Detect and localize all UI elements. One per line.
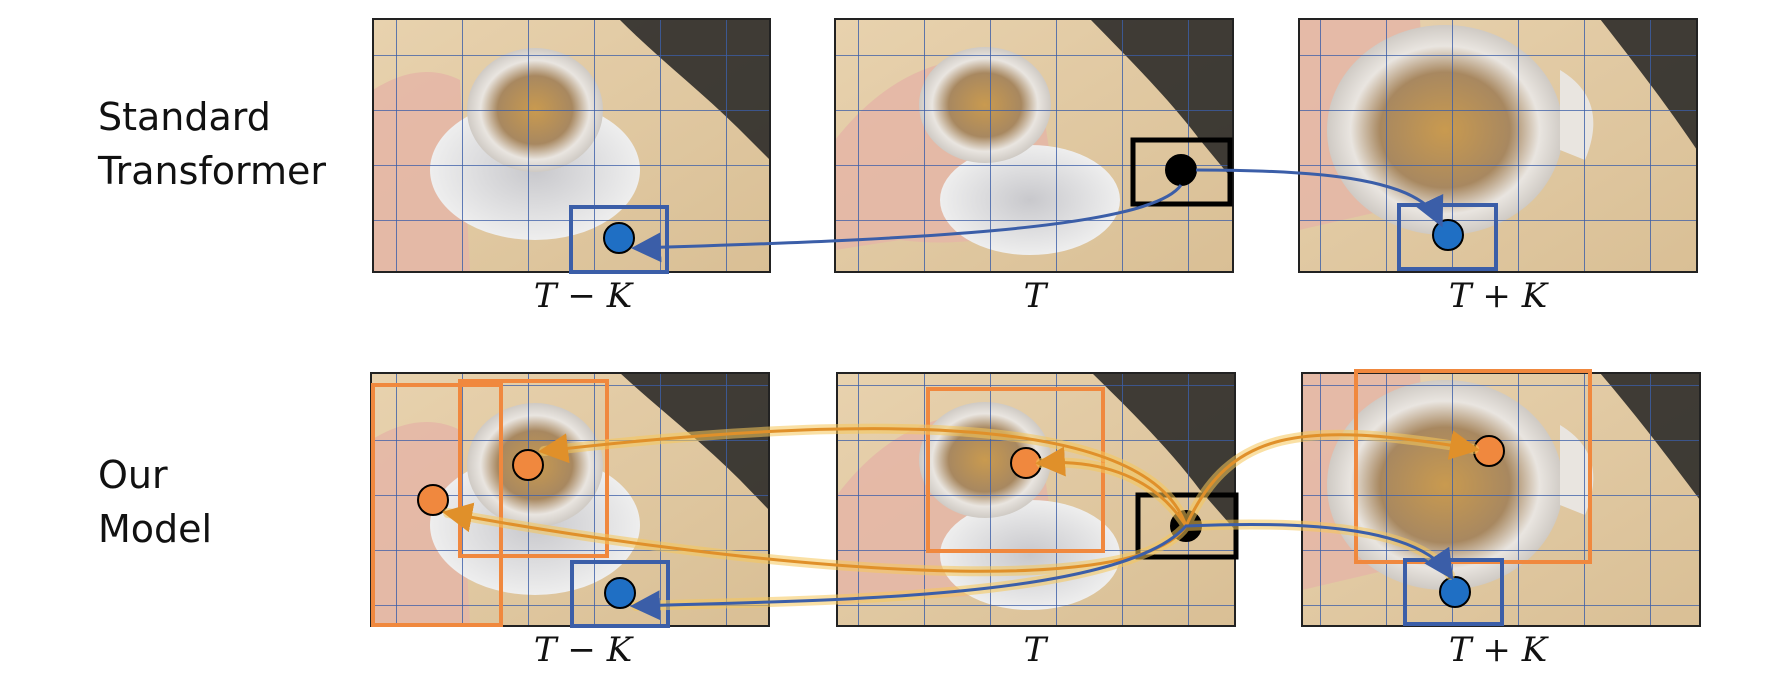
attention-arrow-top-to-t-minus-k	[631, 184, 1183, 263]
key-token-bottom-t-minus-k	[604, 577, 636, 609]
frame-bottom-t-plus-k	[1301, 369, 1701, 627]
key-token-bottom-t-plus-k	[1439, 576, 1471, 608]
key-token-top-t-minus-k	[603, 222, 635, 254]
query-box-top	[1130, 137, 1233, 207]
frame-top-t-plus-k	[1298, 18, 1698, 273]
attention-arrows-bottom	[442, 423, 1480, 621]
row-label-our-model: Our Model	[98, 448, 212, 556]
frame-bottom-t-minus-k	[370, 372, 770, 628]
key-box-bottom-t-plus-k	[1403, 558, 1504, 626]
query-token-top	[1165, 154, 1197, 186]
row-label-line1: Our	[98, 453, 168, 497]
frame-top-t	[834, 18, 1234, 273]
frame-top-t-minus-k	[372, 18, 771, 274]
row-label-line1: Standard	[98, 95, 271, 139]
key-box-top-t-minus-k	[569, 205, 669, 274]
orange-box-cup	[458, 379, 609, 558]
orange-token-cup-t-minus-k	[512, 449, 544, 481]
row-label-line2: Model	[98, 507, 213, 551]
attention-arrow-top-to-t-plus-k	[1195, 168, 1444, 228]
frame-label-top-t-plus-k: T + K	[1448, 276, 1548, 316]
frame-label-bottom-t-plus-k: T + K	[1448, 630, 1548, 670]
orange-token-hand-t-minus-k	[417, 484, 449, 516]
key-box-top-t-plus-k	[1397, 203, 1498, 271]
row-label-line2: Transformer	[98, 149, 327, 193]
row-label-standard-transformer: Standard Transformer	[98, 90, 326, 198]
key-box-bottom-t-minus-k	[570, 560, 670, 628]
orange-box-hand	[371, 383, 503, 627]
frame-label-top-t: T	[1023, 276, 1047, 316]
frame-label-top-t-minus-k: T − K	[533, 276, 633, 316]
frame-label-bottom-t: T	[1023, 630, 1047, 670]
frame-label-bottom-t-minus-k: T − K	[533, 630, 633, 670]
key-token-top-t-plus-k	[1432, 219, 1464, 251]
